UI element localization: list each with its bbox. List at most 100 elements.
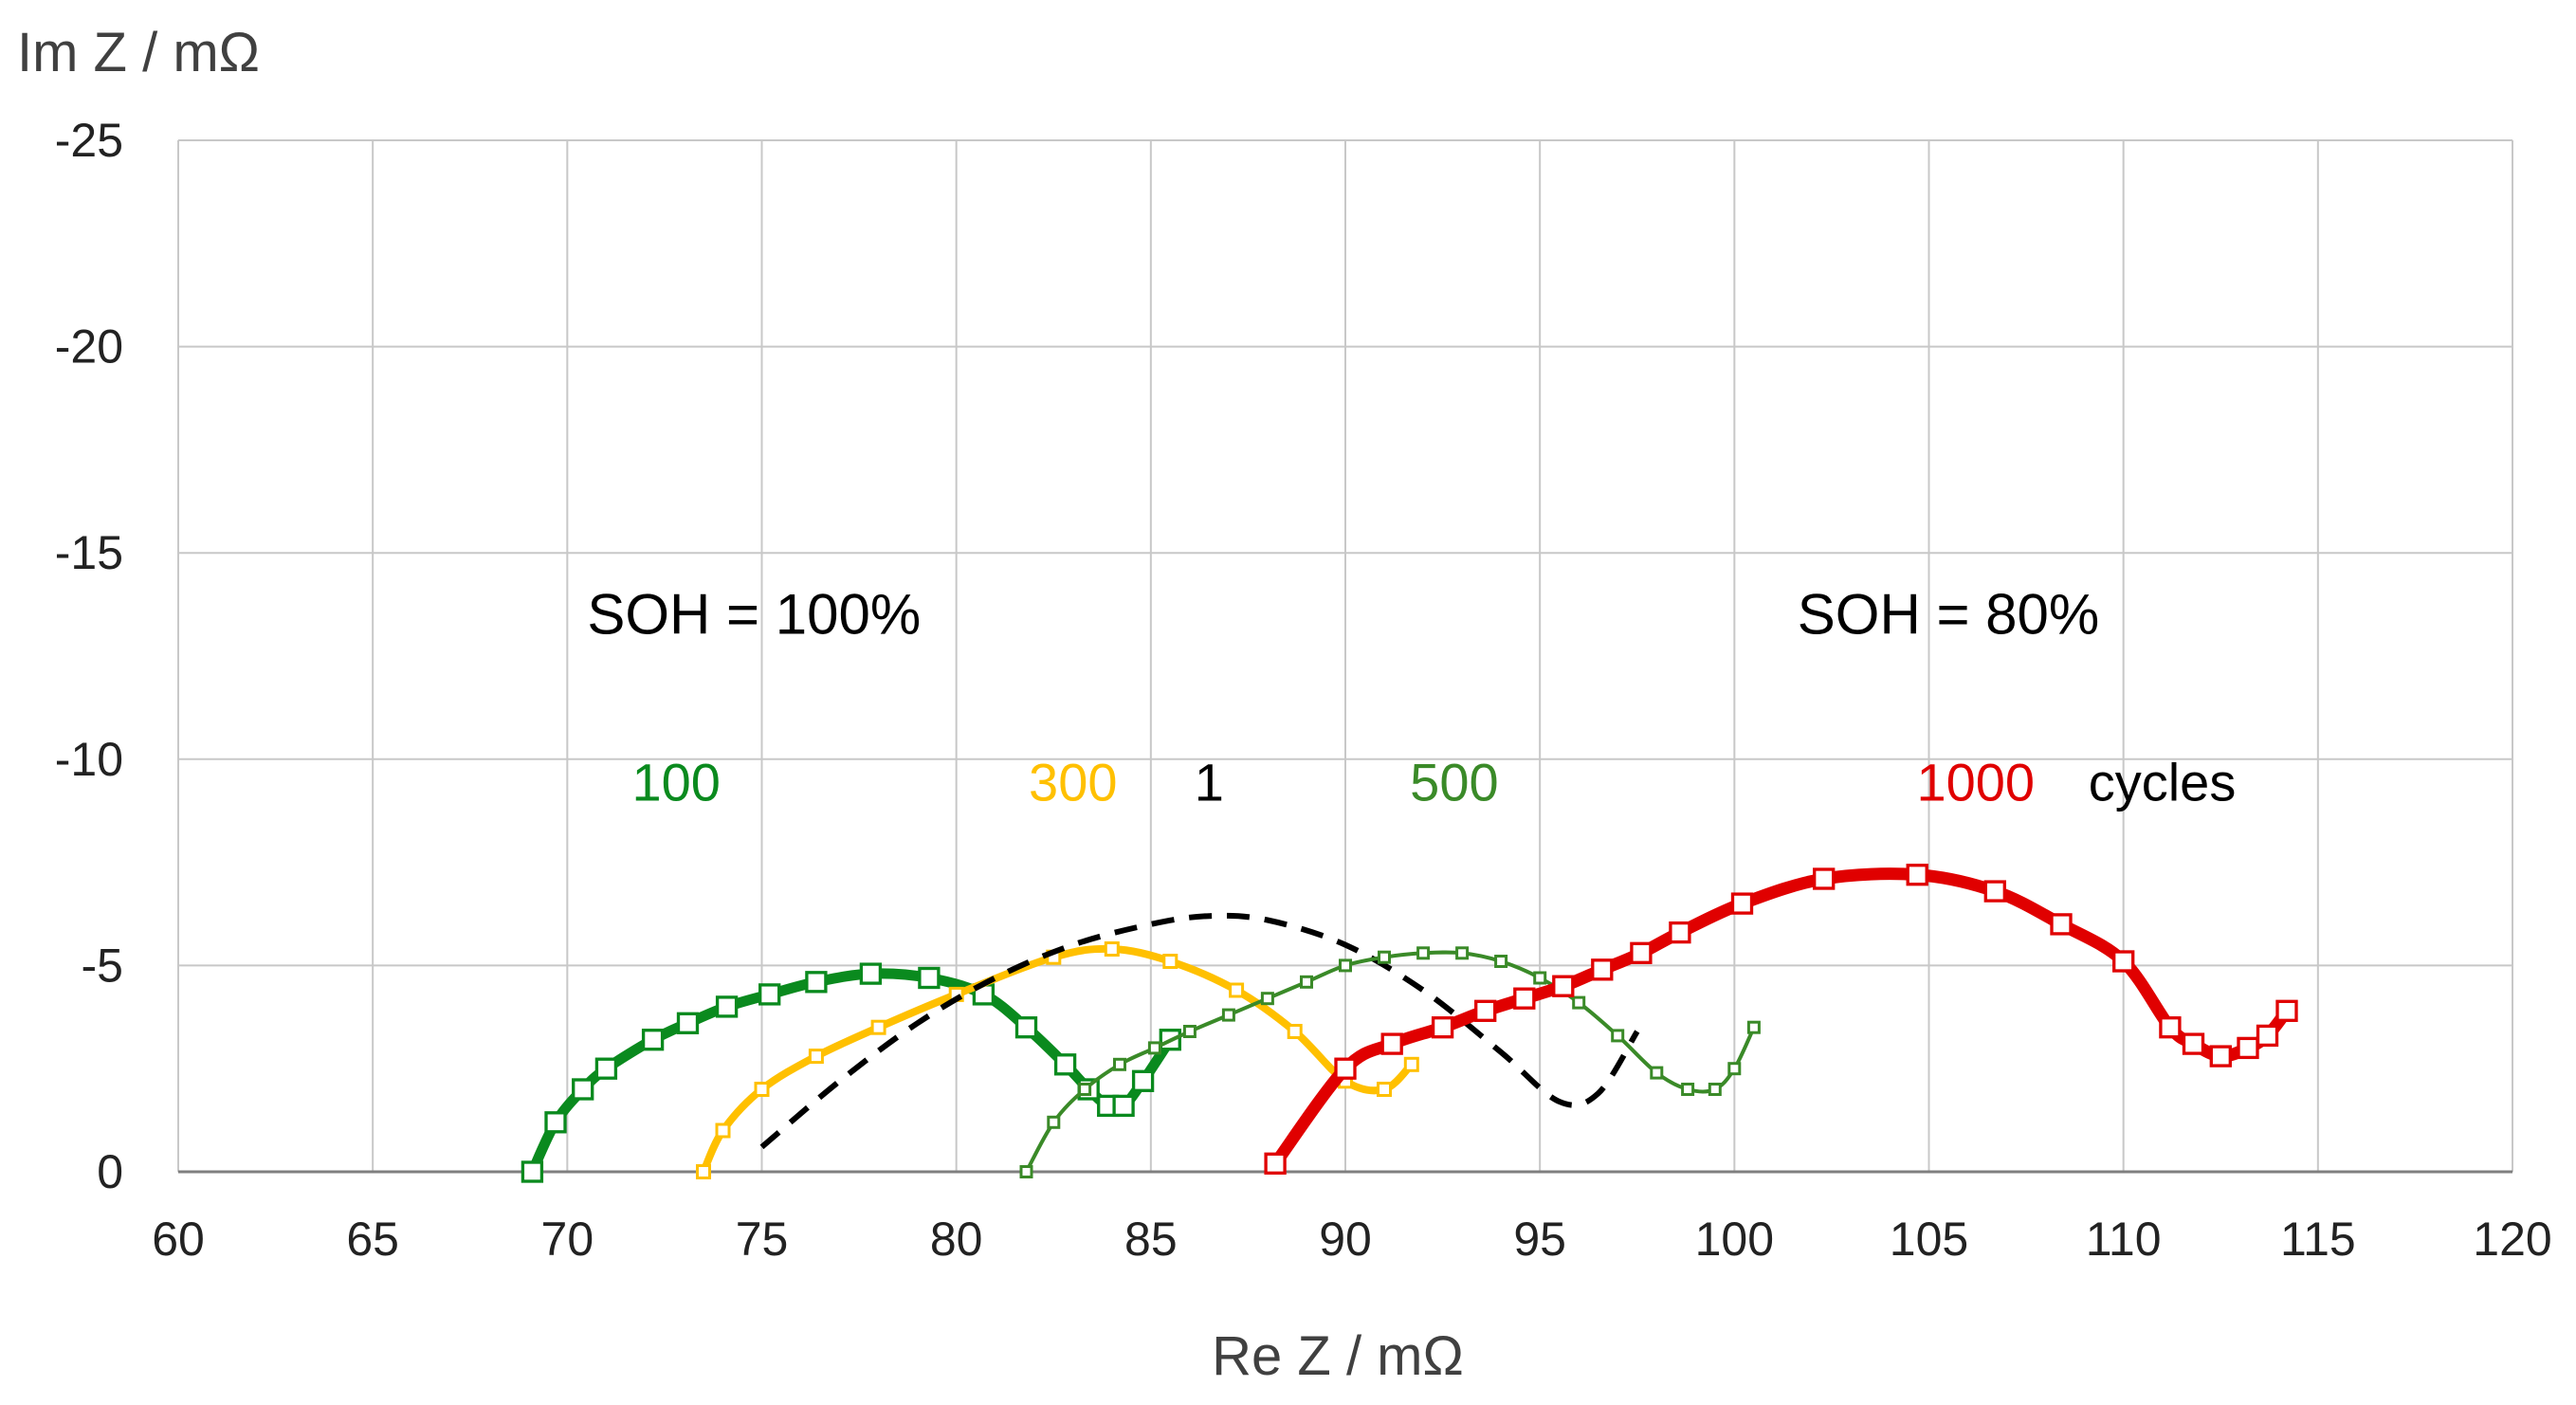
series-line-1 [759, 912, 1640, 1150]
y-axis-title: Im Z / mΩ [17, 22, 260, 83]
y-tick-label: 0 [97, 1145, 123, 1198]
x-tick-label: 90 [1319, 1213, 1372, 1266]
data-point [1104, 941, 1120, 957]
series-layer [521, 864, 2298, 1183]
data-point [676, 1012, 700, 1034]
series-100 [521, 962, 1181, 1183]
data-point [2275, 999, 2298, 1022]
data-point [1377, 1082, 1392, 1097]
data-point [758, 983, 781, 1006]
label-layer: Re Z / mΩ Im Z / mΩ SOH = 100% SOH = 80%… [17, 22, 2552, 1387]
data-point [805, 971, 828, 994]
data-point [1182, 1025, 1197, 1038]
data-point [1416, 946, 1431, 960]
series-label-500: 500 [1410, 752, 1498, 812]
data-point [1813, 867, 1836, 890]
data-point [1513, 987, 1536, 1010]
data-point [1730, 892, 1754, 915]
series-line-300 [700, 944, 1416, 1176]
data-point [1014, 1016, 1038, 1039]
data-point [1019, 1165, 1033, 1178]
series-300 [696, 941, 1419, 1179]
x-axis-title: Re Z / mΩ [1212, 1325, 1464, 1387]
data-point [1260, 992, 1274, 1006]
data-point [2182, 1032, 2205, 1055]
data-point [1300, 975, 1313, 989]
data-point [1131, 1069, 1155, 1092]
data-point [1746, 1020, 1761, 1034]
series-label-100: 100 [632, 752, 721, 812]
data-point [1630, 941, 1653, 964]
data-point [1112, 1094, 1135, 1118]
y-tick-label: -15 [55, 526, 123, 579]
data-point [1552, 975, 1575, 997]
data-point [696, 1164, 711, 1179]
data-point [1650, 1066, 1664, 1080]
data-point [1591, 958, 1614, 981]
data-point [859, 962, 883, 985]
data-point [1221, 1008, 1235, 1022]
x-tick-label: 105 [1890, 1213, 1968, 1266]
data-point [544, 1111, 567, 1134]
x-tick-label: 70 [541, 1213, 594, 1266]
x-tick-label: 65 [346, 1213, 399, 1266]
series-line-500 [1024, 950, 1756, 1174]
data-point [1431, 1016, 1454, 1039]
data-point [754, 1082, 770, 1097]
y-tick-label: -25 [55, 114, 123, 167]
data-point [1474, 999, 1497, 1022]
data-point [1611, 1029, 1625, 1043]
data-point [1708, 1083, 1722, 1096]
x-tick-label: 95 [1513, 1213, 1566, 1266]
data-point [2237, 1036, 2259, 1060]
data-point [1533, 971, 1547, 985]
data-point [870, 1019, 886, 1035]
data-point [1494, 955, 1508, 968]
data-point [1681, 1083, 1695, 1096]
data-point [1287, 1024, 1303, 1039]
data-point [572, 1078, 594, 1101]
x-tick-label: 110 [2086, 1213, 2162, 1266]
data-point [715, 1122, 731, 1139]
series-1000 [1264, 864, 2298, 1175]
data-point [1113, 1057, 1126, 1071]
data-point [1403, 1056, 1419, 1072]
data-point [521, 1160, 544, 1183]
data-point [2159, 1016, 2182, 1039]
y-tick-label: -10 [55, 733, 123, 786]
data-point [1669, 921, 1691, 944]
series-label-1: 1 [1195, 752, 1224, 812]
x-tick-label: 75 [736, 1213, 789, 1266]
x-tick-label: 80 [930, 1213, 983, 1266]
x-tick-label: 115 [2280, 1213, 2356, 1266]
data-point [715, 995, 739, 1018]
x-tick-label: 85 [1124, 1213, 1178, 1266]
series-label-1000: 1000 [1916, 752, 2035, 812]
data-point [1078, 1083, 1092, 1096]
series-500 [1019, 946, 1761, 1178]
data-point [1053, 1053, 1077, 1076]
data-point [1727, 1062, 1742, 1076]
x-tick-label: 100 [1695, 1213, 1774, 1266]
data-point [2209, 1045, 2232, 1067]
x-tick-label: 60 [152, 1213, 205, 1266]
data-point [1334, 1057, 1357, 1080]
annotation-soh-80: SOH = 80% [1798, 582, 2100, 646]
y-tick-label: -5 [82, 939, 123, 992]
data-point [594, 1057, 618, 1080]
y-tick-label: -20 [55, 320, 123, 374]
data-point [1162, 954, 1178, 969]
data-point [1378, 950, 1391, 964]
data-point [641, 1029, 665, 1051]
data-point [1983, 880, 2006, 903]
data-point [1229, 982, 1245, 998]
data-point [1380, 1032, 1403, 1055]
data-point [1339, 958, 1352, 973]
series-label-300: 300 [1029, 752, 1117, 812]
data-point [1455, 946, 1470, 960]
data-point [1264, 1152, 1287, 1175]
data-point [2112, 950, 2135, 973]
data-point [2050, 913, 2073, 936]
